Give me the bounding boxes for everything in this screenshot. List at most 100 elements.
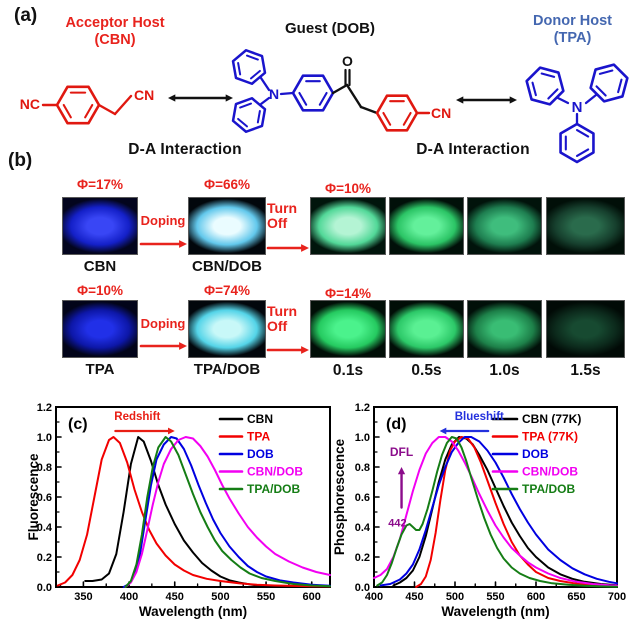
y-tick-label: 1.0 [37, 432, 52, 444]
time-label-1.0s: 1.0s [489, 362, 520, 379]
x-tick-label: 600 [303, 591, 321, 603]
panel-b-arrows [0, 150, 640, 396]
svg-text:N: N [572, 99, 583, 116]
svg-text:CN: CN [134, 87, 154, 103]
svg-text:O: O [342, 53, 353, 69]
y-tick-label: 0.4 [355, 522, 371, 534]
y-tick-label: 0.6 [355, 492, 370, 504]
afterglow-photo-r1-1 [310, 197, 386, 255]
legend-label: CBN [247, 412, 273, 426]
afterglow-photo-r2-1 [310, 300, 386, 358]
quantum-yield-cbn-afterglow: Φ=10% [325, 181, 371, 196]
phosphorescence-chart: 400 450 500 550 600 650 700 0.0 0.2 0.4 0.6 0.8 1.0 1… [332, 397, 640, 619]
legend-label: TPA (77K) [522, 430, 578, 444]
cbn-molecule: NC CN [20, 85, 154, 125]
da-interaction-left: D-A Interaction [128, 141, 242, 158]
shift-annotation: Blueshift [455, 411, 504, 423]
curve-CBN-77K- [392, 436, 618, 587]
svg-text:CN: CN [431, 105, 451, 121]
fluorescence-svg: 350 400 450 500 550 600 0.0 0.2 0.4 0.6 0.8 1.0 1.2 W… [26, 402, 331, 619]
y-tick-label: 0.8 [37, 462, 52, 474]
curve-TPA-DOB [376, 436, 618, 588]
afterglow-photo-r1-2 [389, 197, 464, 255]
quantum-yield-tpa-afterglow: Φ=14% [325, 286, 371, 301]
panel-tag: (d) [386, 416, 406, 433]
time-label-0.5s: 0.5s [411, 362, 442, 379]
y-tick-label: 0.2 [37, 552, 52, 564]
panel-tag: (c) [68, 416, 88, 433]
turn-off-label-2: Turn Off [267, 303, 298, 334]
tpa-powder-photo [62, 300, 138, 358]
tpa-dob-name: TPA/DOB [193, 361, 261, 378]
x-tick-label: 600 [527, 591, 545, 603]
x-tick-label: 650 [567, 591, 585, 603]
curve-CBN [84, 436, 286, 588]
curve-TPA [56, 436, 331, 588]
time-label-0.1s: 0.1s [332, 362, 364, 379]
donor-host-label: Donor Host (TPA) [533, 13, 612, 46]
doping-label-2: Doping [140, 316, 186, 331]
cbn-powder-photo [62, 197, 138, 255]
svg-text:N: N [269, 86, 279, 102]
y-tick-label: 1.2 [355, 402, 370, 414]
panel-a-tag: (a) [14, 5, 38, 26]
curve-TPA-DOB [124, 436, 331, 588]
shift-annotation: Redshift [114, 411, 160, 423]
fluorescence-chart: 350 400 450 500 550 600 0.0 0.2 0.4 0.6 0.8 1.0 1.2 W… [26, 397, 334, 619]
phosphorescence-svg: 400 450 500 550 600 650 700 0.0 0.2 0.4 0.6 0.8 1.0 1… [332, 402, 626, 619]
quantum-yield-tpa-dob: Φ=74% [204, 283, 250, 298]
curve-DOB [379, 436, 618, 587]
x-tick-label: 450 [166, 591, 184, 603]
svg-text:NC: NC [20, 96, 40, 112]
dfl-wavelength-label: 442 [388, 518, 406, 530]
quantum-yield-cbn-dob: Φ=66% [204, 177, 250, 192]
y-tick-label: 0.0 [37, 582, 52, 594]
y-tick-label: 0.0 [355, 582, 370, 594]
quantum-yield-tpa: Φ=10% [77, 283, 123, 298]
guest-label: Guest (DOB) [285, 20, 375, 37]
legend-label: CBN (77K) [522, 412, 581, 426]
y-axis-title: Phosphorescence [332, 438, 347, 555]
x-tick-label: 500 [446, 591, 464, 603]
afterglow-photo-r2-4 [546, 300, 625, 358]
x-tick-label: 400 [365, 591, 383, 603]
legend-label: CBN/DOB [522, 465, 578, 479]
afterglow-photo-r1-4 [546, 197, 625, 255]
x-axis-title: Wavelength (nm) [139, 604, 247, 619]
afterglow-photo-r1-3 [467, 197, 542, 255]
x-axis-title: Wavelength (nm) [441, 604, 549, 619]
curve-CBN-DOB [124, 436, 331, 588]
y-tick-label: 0.8 [355, 462, 370, 474]
x-tick-label: 550 [486, 591, 504, 603]
y-tick-label: 1.2 [37, 402, 52, 414]
legend-label: DOB [522, 447, 549, 461]
y-tick-label: 0.6 [37, 492, 52, 504]
legend-label: CBN/DOB [247, 465, 303, 479]
time-label-1.5s: 1.5s [570, 362, 601, 379]
y-axis-title: Fluorescence [28, 453, 41, 541]
afterglow-photo-r2-2 [389, 300, 464, 358]
legend-label: TPA/DOB [247, 482, 300, 496]
panel-a-structures-svg: NC CN N O CN N [20, 49, 629, 164]
panel-b-arrows-svg [139, 240, 309, 354]
da-interaction-right: D-A Interaction [416, 141, 530, 158]
tpa-molecule: N [525, 63, 629, 164]
x-tick-label: 700 [608, 591, 626, 603]
panel-a-structures: NC CN N O CN N [0, 0, 640, 175]
panel-b-tag: (b) [8, 150, 33, 171]
curve-DOB [122, 436, 331, 588]
acceptor-host-label: Acceptor Host (CBN) [65, 15, 165, 48]
dob-molecule: N O CN [231, 49, 451, 133]
y-tick-label: 0.2 [355, 552, 370, 564]
legend-label: TPA [247, 430, 270, 444]
y-tick-label: 0.4 [37, 522, 53, 534]
afterglow-photo-r2-3 [467, 300, 542, 358]
turn-off-label-1: Turn Off [267, 200, 298, 231]
legend-label: TPA/DOB [522, 482, 575, 496]
cbn-dob-name: CBN/DOB [192, 258, 262, 275]
cbn-name: CBN [83, 258, 117, 275]
curve-CBN-DOB [373, 436, 618, 587]
x-tick-label: 400 [120, 591, 138, 603]
curve-TPA-77K- [415, 436, 618, 588]
